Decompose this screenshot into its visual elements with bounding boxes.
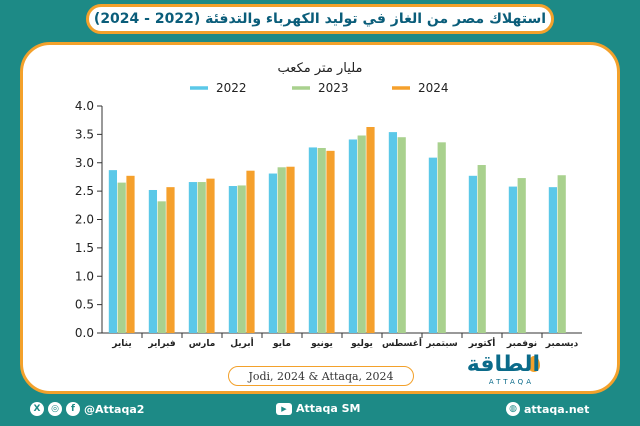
x-tick-label: يوليو [350,339,373,349]
bar [308,147,317,333]
chart-title: مليار متر مكعب [278,61,363,76]
bar [246,170,255,333]
x-tick-label: يونيو [310,339,333,349]
title-banner: استهلاك مصر من الغاز في توليد الكهرباء و… [86,4,554,34]
x-tick-label: فبراير [147,339,175,349]
bar [188,182,197,333]
x-tick-label: ديسمبر [545,339,579,349]
bar [228,186,237,333]
instagram-icon[interactable]: ◎ [48,402,62,416]
legend-label: 2022 [216,81,247,95]
x-tick-label: مارس [189,339,216,349]
y-tick-label: 0.5 [75,298,94,312]
bar [206,178,215,333]
legend-label: 2024 [418,81,449,95]
x-tick-label: أبريل [230,337,253,349]
bar [326,150,335,333]
website-link[interactable]: ◍ attaqa.net [506,402,589,416]
x-tick-label: سبتمبر [425,339,458,349]
bar [548,187,557,333]
y-tick-label: 3.0 [75,156,94,170]
x-axis: يناير فبراير مارس أبريل مايو يونيو يوليو أغسطس س… [102,332,582,349]
bar [437,142,446,333]
bar [357,135,366,333]
bar [157,201,166,333]
bar [366,126,375,333]
bar [237,185,246,333]
y-tick-label: 3.5 [75,127,94,141]
logo-sub: ATTAQA [488,378,534,386]
page-title: استهلاك مصر من الغاز في توليد الكهرباء و… [93,11,547,27]
y-tick-label: 4.0 [75,99,94,113]
legend-label: 2023 [318,81,349,95]
source-box: Jodi, 2024 & Attaqa, 2024 [228,366,414,386]
logo-name: الطاقة [466,352,540,377]
drop-icon [528,356,540,372]
x-tick-label: يناير [111,339,131,349]
bar [108,170,117,333]
bar [126,175,135,333]
y-tick-label: 2.5 [75,184,94,198]
bar [388,132,397,333]
y-tick-label: 1.5 [75,241,94,255]
attaqa-logo: الطاقة ATTAQA [440,352,540,386]
bar [117,182,126,333]
social-handle[interactable]: @Attaqa2 [84,402,145,416]
x-icon[interactable]: X [30,402,44,416]
bar [148,189,157,333]
bar [286,166,295,333]
bar [348,139,357,333]
x-tick-label: مايو [272,339,291,349]
website-url[interactable]: attaqa.net [524,402,590,416]
bars [108,126,566,333]
youtube-link[interactable]: ▶ Attaqa SM [276,402,360,415]
y-axis: 0.0 0.5 1.0 1.5 2.0 2.5 3.0 3.5 4.0 [75,99,103,340]
bar [468,175,477,333]
bar [197,182,206,333]
bar [277,167,286,333]
source-text: Jodi, 2024 & Attaqa, 2024 [248,369,394,383]
bar [317,147,326,333]
bar [397,137,406,333]
footer: X ◎ f @Attaqa2 ▶ Attaqa SM ◍ attaqa.net [0,398,640,426]
legend: 2022 2023 2024 [190,81,449,95]
bar [477,165,486,333]
social-links[interactable]: X ◎ f @Attaqa2 [30,402,144,416]
bar [428,157,437,333]
youtube-handle[interactable]: Attaqa SM [296,402,361,415]
y-tick-label: 2.0 [75,213,94,227]
y-tick-label: 0.0 [75,326,94,340]
bar [517,178,526,333]
facebook-icon[interactable]: f [66,402,80,416]
x-tick-label: أغسطس [382,337,422,349]
bar [268,173,277,333]
bar [557,175,566,333]
y-tick-label: 1.0 [75,269,94,283]
youtube-icon[interactable]: ▶ [276,402,292,415]
x-tick-label: نوفمبر [506,339,537,349]
globe-icon[interactable]: ◍ [506,402,520,416]
bar [508,186,517,333]
bar [166,187,175,333]
x-tick-label: أكتوبر [468,337,496,349]
